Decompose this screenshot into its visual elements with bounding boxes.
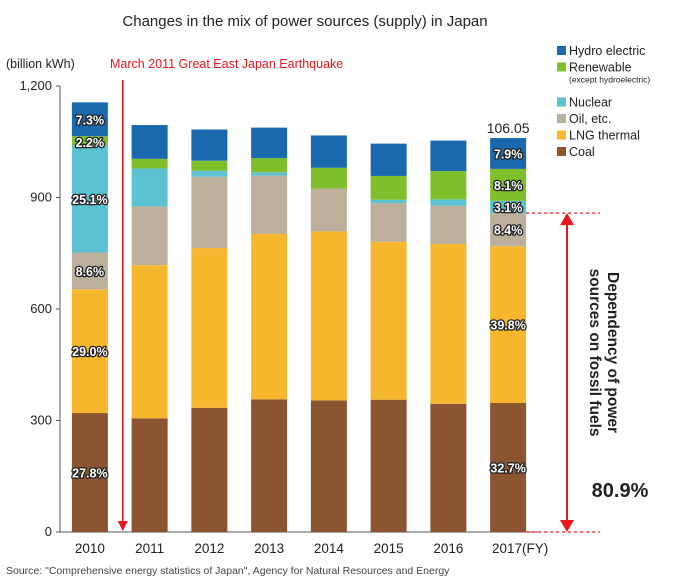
- bar-segment-hydro-electric-2016: [430, 140, 467, 172]
- bar-segment-nuclear-2011: [131, 168, 168, 207]
- total-label: 106.05: [487, 120, 530, 136]
- bar-segment-nuclear-2012: [191, 170, 228, 177]
- bar-segment-oil-etc-2011: [131, 206, 168, 266]
- bar-segment-hydro-electric-2014: [310, 135, 347, 168]
- bar-segment-renewable-2012: [191, 160, 228, 171]
- legend-swatch: [557, 130, 566, 140]
- bar-segment-renewable-2015: [370, 175, 407, 200]
- bar-segment-nuclear-2016: [430, 199, 467, 206]
- bar-segment-lng-thermal-2015: [370, 241, 407, 400]
- data-label: 25.1%: [72, 193, 107, 207]
- bar-segment-nuclear-2015: [370, 199, 407, 204]
- bar-segment-coal-2016: [430, 403, 467, 532]
- bar-segment-hydro-electric-2017: [490, 138, 527, 169]
- data-label: 39.8%: [490, 319, 525, 333]
- legend-sublabel: (except hydroelectric): [569, 75, 650, 85]
- bar-segment-lng-thermal-2014: [310, 231, 347, 401]
- bar-segment-renewable-2010: [71, 136, 108, 146]
- bar-segment-coal-2015: [370, 399, 407, 532]
- x-tick-label: 2014: [314, 541, 345, 556]
- y-tick-label: 900: [30, 190, 52, 205]
- legend-label: LNG thermal: [569, 129, 640, 143]
- bar-segment-hydro-electric-2012: [191, 129, 228, 161]
- data-label: 8.1%: [494, 179, 523, 193]
- data-label: 8.6%: [76, 265, 105, 279]
- x-tick-label: 2012: [194, 541, 224, 556]
- data-label: 7.3%: [76, 113, 105, 127]
- bar-segment-coal-2013: [251, 399, 288, 532]
- data-label: 7.9%: [494, 147, 523, 161]
- dependency-arrow-down: [560, 520, 574, 532]
- y-tick-label: 300: [30, 413, 52, 428]
- bar-segment-coal-2017: [490, 403, 527, 532]
- y-tick-label: 0: [45, 524, 52, 539]
- legend-label: Nuclear: [569, 96, 612, 110]
- bar-segment-renewable-2011: [131, 158, 168, 169]
- x-tick-label: 2013: [254, 541, 284, 556]
- bar-segment-oil-etc-2016: [430, 205, 467, 244]
- source-note: Source: "Comprehensive energy statistics…: [6, 565, 450, 577]
- data-label: 29.0%: [72, 345, 107, 359]
- bar-segment-oil-etc-2010: [71, 252, 108, 290]
- bar-segment-oil-etc-2014: [310, 188, 347, 232]
- bar-segment-coal-2010: [71, 413, 108, 532]
- bar-segment-renewable-2014: [310, 167, 347, 189]
- dependency-arrow-up: [560, 213, 574, 226]
- x-tick-label: 2011: [135, 541, 164, 556]
- bar-segment-oil-etc-2013: [251, 175, 288, 234]
- bar-segment-oil-etc-2015: [370, 203, 407, 242]
- legend-swatch: [557, 62, 566, 72]
- bar-segment-hydro-electric-2011: [131, 125, 168, 159]
- legend-label: Coal: [569, 145, 595, 159]
- chart-title: Changes in the mix of power sources (sup…: [122, 13, 487, 30]
- dependency-label: Dependency of powersources on fossil fue…: [586, 269, 621, 437]
- data-label: 32.7%: [490, 462, 525, 476]
- legend-label: Renewable: [569, 61, 632, 75]
- bar-segment-nuclear-2010: [71, 145, 108, 253]
- x-tick-label: 2010: [75, 541, 105, 556]
- legend-label: Hydro electric: [569, 44, 645, 58]
- bar-segment-lng-thermal-2016: [430, 243, 467, 404]
- bar-segment-coal-2011: [131, 418, 168, 532]
- legend: Hydro electric Renewable(except hydroelec…: [557, 44, 650, 159]
- bar-segment-lng-thermal-2010: [71, 289, 108, 414]
- legend-swatch: [557, 147, 566, 156]
- legend-label: Oil, etc.: [569, 112, 611, 126]
- legend-swatch: [557, 97, 566, 107]
- earthquake-annotation: March 2011 Great East Japan Earthquake: [110, 57, 343, 71]
- bar-segment-lng-thermal-2013: [251, 233, 288, 400]
- y-tick-label: 600: [30, 301, 52, 316]
- bar-segment-hydro-electric-2010: [71, 102, 108, 137]
- data-label: 8.4%: [494, 224, 523, 238]
- data-label: 3.1%: [494, 201, 523, 215]
- bar-segment-lng-thermal-2012: [191, 248, 228, 408]
- bar-segment-hydro-electric-2013: [251, 127, 288, 159]
- x-tick-label: 2017(FY): [492, 541, 548, 556]
- bar-segment-nuclear-2017: [490, 200, 527, 214]
- legend-swatch: [557, 114, 566, 123]
- dependency-value: 80.9%: [592, 480, 649, 502]
- bar-segment-renewable-2017: [490, 168, 527, 201]
- y-axis-label: (billion kWh): [6, 57, 75, 71]
- bar-segment-coal-2014: [310, 400, 347, 532]
- bar-segment-hydro-electric-2015: [370, 143, 407, 176]
- data-label: 2.2%: [76, 136, 105, 150]
- bar-segment-lng-thermal-2011: [131, 265, 168, 419]
- bar-segment-nuclear-2013: [251, 172, 288, 176]
- x-tick-label: 2016: [433, 541, 463, 556]
- data-label: 27.8%: [72, 467, 107, 481]
- bar-segment-lng-thermal-2017: [490, 246, 527, 404]
- x-tick-label: 2015: [374, 541, 404, 556]
- bar-segment-oil-etc-2017: [490, 213, 527, 247]
- y-tick-label: 1,200: [19, 78, 52, 93]
- bar-segment-oil-etc-2012: [191, 176, 228, 249]
- bar-segment-renewable-2013: [251, 158, 288, 173]
- legend-swatch: [557, 46, 566, 55]
- bar-segment-coal-2012: [191, 407, 228, 532]
- bar-segment-renewable-2016: [430, 171, 467, 200]
